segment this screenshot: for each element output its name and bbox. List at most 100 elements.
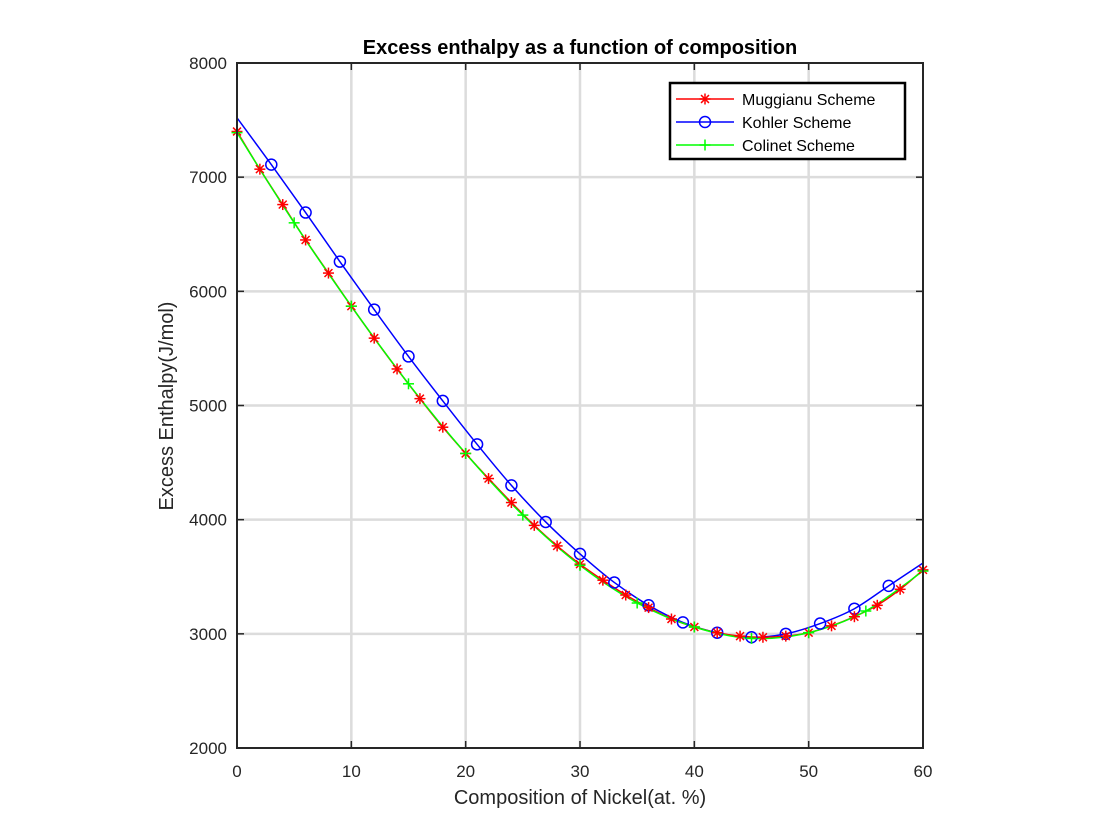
marker-stroke xyxy=(758,632,768,642)
data-point-asterisk xyxy=(699,93,711,105)
data-point-asterisk xyxy=(483,473,495,485)
marker-stroke xyxy=(529,520,539,530)
data-point-asterisk xyxy=(894,583,906,595)
data-point-asterisk xyxy=(322,267,334,279)
legend: Muggianu Scheme Kohler Scheme Colinet Sche… xyxy=(668,81,907,161)
data-point-circle xyxy=(698,115,712,129)
data-point-circle xyxy=(505,479,518,492)
x-tick-label: 60 xyxy=(914,762,933,781)
data-point-asterisk xyxy=(871,599,883,611)
x-tick-label: 40 xyxy=(685,762,704,781)
data-point-plus xyxy=(288,217,300,229)
marker-stroke xyxy=(323,268,333,278)
y-tick-label: 3000 xyxy=(189,625,227,644)
data-point-circle xyxy=(608,576,621,589)
marker-stroke xyxy=(849,612,859,622)
chart-title: Excess enthalpy as a function of composi… xyxy=(363,37,798,59)
series-layer xyxy=(231,117,929,644)
legend-label: Kohler Scheme xyxy=(742,115,851,132)
data-point-asterisk xyxy=(848,611,860,623)
marker-stroke xyxy=(415,394,425,404)
marker-stroke xyxy=(369,333,379,343)
data-point-plus xyxy=(631,597,643,609)
data-point-circle xyxy=(539,515,552,529)
legend-entry-kohler-scheme: Kohler Scheme xyxy=(676,115,851,132)
marker-stroke xyxy=(552,541,562,551)
data-point-asterisk xyxy=(528,519,540,531)
data-point-asterisk xyxy=(643,602,655,614)
marker-stroke xyxy=(781,631,791,641)
marker-stroke xyxy=(621,590,631,600)
y-tick-label: 7000 xyxy=(189,168,227,187)
data-point-asterisk xyxy=(277,199,289,211)
data-point-asterisk xyxy=(391,363,403,375)
data-point-circle xyxy=(436,394,450,408)
marker-stroke xyxy=(872,600,882,610)
data-point-circle xyxy=(676,616,690,629)
y-tick-label: 8000 xyxy=(189,54,227,73)
data-point-asterisk xyxy=(551,540,563,552)
legend-entry-colinet-scheme: Colinet Scheme xyxy=(676,138,855,155)
data-point-circle xyxy=(813,617,827,630)
marker-stroke xyxy=(484,474,494,484)
x-tick-label: 20 xyxy=(456,762,475,781)
series-markers-kohler-scheme xyxy=(265,158,895,644)
x-tick-label: 50 xyxy=(799,762,818,781)
legend-label: Colinet Scheme xyxy=(742,138,855,155)
marker-stroke xyxy=(827,621,837,631)
y-tick-label: 4000 xyxy=(189,511,227,530)
marker-stroke xyxy=(301,235,311,245)
legend-entries: Muggianu Scheme Kohler Scheme Colinet Sche… xyxy=(676,92,876,155)
data-point-asterisk xyxy=(780,630,792,642)
marker-stroke xyxy=(712,628,722,638)
marker-stroke xyxy=(895,584,905,594)
marker-stroke xyxy=(666,614,676,624)
data-point-asterisk xyxy=(254,163,266,175)
data-point-plus xyxy=(517,509,529,521)
data-point-plus xyxy=(345,300,357,312)
data-point-asterisk xyxy=(597,574,609,586)
data-point-circle xyxy=(470,438,484,451)
marker-stroke xyxy=(392,364,402,374)
legend-label: Muggianu Scheme xyxy=(742,92,876,109)
data-point-asterisk xyxy=(734,630,746,642)
data-point-plus xyxy=(746,632,757,644)
data-point-circle xyxy=(333,255,347,268)
marker-stroke xyxy=(506,498,516,508)
data-point-asterisk xyxy=(620,589,632,601)
data-point-asterisk xyxy=(300,234,312,246)
series-markers xyxy=(231,126,929,644)
data-point-asterisk xyxy=(665,613,677,625)
data-point-plus xyxy=(574,559,586,571)
data-point-plus xyxy=(460,447,472,459)
data-point-circle xyxy=(265,158,278,171)
y-tick-label: 2000 xyxy=(189,739,227,758)
marker-stroke xyxy=(735,631,745,641)
x-axis-label: Composition of Nickel(at. %) xyxy=(454,787,706,809)
data-point-asterisk xyxy=(505,497,517,509)
data-point-plus xyxy=(403,378,414,390)
data-point-circle xyxy=(402,350,415,363)
legend-entry-muggianu-scheme: Muggianu Scheme xyxy=(676,92,876,109)
data-point-asterisk xyxy=(368,332,380,344)
marker-stroke xyxy=(700,94,710,104)
x-tick-label: 30 xyxy=(571,762,590,781)
data-point-circle xyxy=(367,303,381,316)
data-point-asterisk xyxy=(437,421,449,433)
data-point-plus xyxy=(860,605,872,617)
data-point-circle xyxy=(882,579,895,593)
data-point-plus xyxy=(803,627,815,639)
series-markers-colinet-scheme xyxy=(231,127,929,644)
data-point-asterisk xyxy=(414,393,426,405)
series-line-kohler-scheme xyxy=(236,117,924,639)
grid-lines xyxy=(237,63,923,748)
y-axis-label: Excess Enthalpy(J/mol) xyxy=(156,302,178,511)
x-tick-label: 0 xyxy=(232,762,241,781)
series-line-colinet-scheme xyxy=(236,132,924,640)
y-tick-label: 5000 xyxy=(189,397,227,416)
marker-stroke xyxy=(438,422,448,432)
y-tick-label: 6000 xyxy=(189,282,227,301)
